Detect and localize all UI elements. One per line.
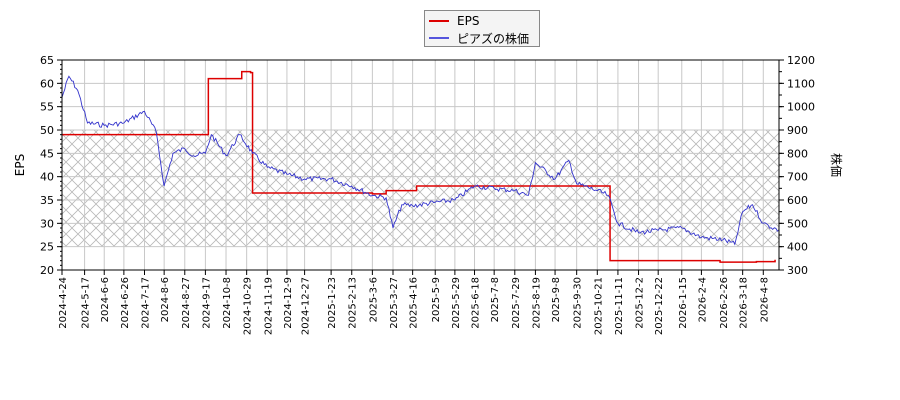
svg-text:2026-2-26: 2026-2-26 <box>719 277 730 329</box>
svg-text:2024-10-29: 2024-10-29 <box>243 277 254 335</box>
svg-text:2025-3-6: 2025-3-6 <box>368 277 379 322</box>
svg-text:2026-2-4: 2026-2-4 <box>697 277 708 322</box>
left-axis-title: EPS <box>13 154 27 176</box>
svg-text:800: 800 <box>787 147 808 160</box>
grid-lines <box>61 59 779 271</box>
svg-text:2024-5-17: 2024-5-17 <box>81 277 92 329</box>
svg-text:1000: 1000 <box>787 101 815 114</box>
svg-text:2024-12-9: 2024-12-9 <box>283 277 294 329</box>
left-axis-eps: 20 25 30 35 40 45 50 55 60 65 <box>40 54 62 277</box>
svg-text:40: 40 <box>40 171 54 184</box>
svg-text:400: 400 <box>787 241 808 254</box>
svg-text:2025-5-29: 2025-5-29 <box>451 277 462 329</box>
svg-text:35: 35 <box>40 194 54 207</box>
svg-text:1100: 1100 <box>787 77 815 90</box>
svg-text:2025-12-2: 2025-12-2 <box>635 277 646 329</box>
hatched-band <box>62 130 779 247</box>
price-series-line <box>61 75 780 246</box>
svg-text:50: 50 <box>40 124 54 137</box>
svg-text:600: 600 <box>787 194 808 207</box>
eps-series-line <box>62 70 776 263</box>
svg-text:2025-4-16: 2025-4-16 <box>409 277 420 329</box>
svg-text:700: 700 <box>787 171 808 184</box>
svg-text:2024-4-24: 2024-4-24 <box>58 277 69 329</box>
svg-text:60: 60 <box>40 77 54 90</box>
svg-text:2024-6-6: 2024-6-6 <box>100 277 111 322</box>
x-axis-dates: 2024-4-24 2024-5-17 2024-6-6 2024-6-26 2024-… <box>58 270 770 335</box>
price-line-swatch-icon <box>429 37 449 39</box>
svg-text:2024-12-27: 2024-12-27 <box>301 277 312 335</box>
svg-text:2025-12-22: 2025-12-22 <box>654 277 665 335</box>
right-axis-title: 株価 <box>829 153 844 177</box>
svg-text:30: 30 <box>40 217 54 230</box>
svg-text:2024-8-6: 2024-8-6 <box>160 277 171 322</box>
svg-text:2024-6-26: 2024-6-26 <box>120 277 131 329</box>
svg-text:2025-1-23: 2025-1-23 <box>327 277 338 329</box>
svg-text:2025-11-11: 2025-11-11 <box>614 277 625 335</box>
svg-text:2025-9-8: 2025-9-8 <box>551 277 562 322</box>
svg-text:25: 25 <box>40 241 54 254</box>
svg-text:2025-3-27: 2025-3-27 <box>389 277 400 329</box>
legend-label-price: ピアズの株価 <box>457 31 530 46</box>
chart-legend: EPS ピアズの株価 <box>424 10 540 47</box>
svg-text:2026-1-15: 2026-1-15 <box>678 277 689 329</box>
svg-text:2025-7-8: 2025-7-8 <box>490 277 501 322</box>
svg-text:300: 300 <box>787 264 808 277</box>
svg-text:20: 20 <box>40 264 54 277</box>
svg-text:2026-3-18: 2026-3-18 <box>739 277 750 329</box>
svg-text:2024-10-8: 2024-10-8 <box>222 277 233 329</box>
svg-text:2025-10-21: 2025-10-21 <box>593 277 604 335</box>
svg-text:2025-6-18: 2025-6-18 <box>471 277 482 329</box>
svg-text:65: 65 <box>40 54 54 67</box>
svg-text:2024-7-17: 2024-7-17 <box>141 277 152 329</box>
legend-item-price: ピアズの株価 <box>429 30 529 46</box>
right-axis-price: 300 400 500 600 700 800 900 1000 1100 1200 <box>779 54 815 277</box>
svg-text:2026-4-8: 2026-4-8 <box>759 277 770 322</box>
svg-text:2025-8-19: 2025-8-19 <box>531 277 542 329</box>
svg-text:55: 55 <box>40 101 54 114</box>
svg-text:1200: 1200 <box>787 54 815 67</box>
legend-label-eps: EPS <box>457 14 480 28</box>
svg-text:2025-5-9: 2025-5-9 <box>431 277 442 322</box>
svg-text:2025-7-29: 2025-7-29 <box>511 277 522 329</box>
eps-line-swatch-icon <box>429 20 449 22</box>
legend-item-eps: EPS <box>429 13 479 29</box>
svg-text:900: 900 <box>787 124 808 137</box>
svg-text:2024-8-27: 2024-8-27 <box>181 277 192 329</box>
svg-text:45: 45 <box>40 147 54 160</box>
svg-text:2024-11-19: 2024-11-19 <box>263 277 274 335</box>
svg-text:2025-2-13: 2025-2-13 <box>348 277 359 329</box>
svg-text:500: 500 <box>787 217 808 230</box>
svg-text:2025-9-30: 2025-9-30 <box>573 277 584 329</box>
svg-text:2024-9-17: 2024-9-17 <box>201 277 212 329</box>
